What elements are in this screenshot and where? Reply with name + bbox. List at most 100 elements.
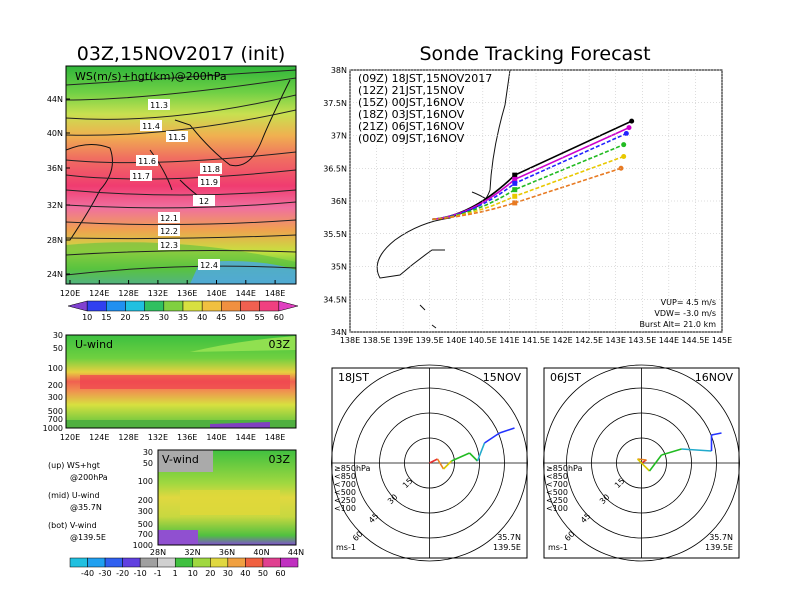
hodo-ring [543,364,740,562]
contour-label: 12.2 [160,227,178,236]
hodo-segment [484,432,500,444]
hodo-unit: ms-1 [548,543,568,552]
hodo-legend-entry: <250 [546,496,568,505]
v-p-tick: 700 [138,530,153,539]
note-line: (bot) V-wind [48,521,97,530]
contour-label: 12.1 [160,214,178,223]
contour-label: 11.6 [138,157,156,166]
note-line: @35.7N [70,503,102,512]
colorbar-tick: 25 [140,313,150,322]
left-title: 03Z,15NOV2017 (init) [77,43,286,65]
track-y-tick: 36N [331,197,347,206]
track-legend-entry: (09Z) 18JST,15NOV2017 [358,72,492,85]
v-lat-tick: 36N [219,548,235,557]
map1-lon-tick: 120E [60,289,80,298]
contour-label: 11.4 [142,122,160,131]
u-p-tick: 200 [48,381,63,390]
hodo-segment [711,432,722,436]
contour-label: 11.5 [168,133,186,142]
v-lat-tick: 28N [150,548,166,557]
contour-label: 11.3 [150,101,168,110]
map1-lon-tick: 140E [206,289,226,298]
u-p-tick: 100 [48,364,63,373]
hodo-legend-entry: <100 [334,504,356,513]
u-lon-tick: 120E [60,433,80,442]
hodo-segment [637,458,647,461]
map1-lon-tick: 144E [236,289,256,298]
track-x-tick: 141.5E [522,336,550,345]
map1-lon-tick: 136E [177,289,197,298]
hodo-lon: 139.5E [705,543,733,552]
hodo-segment [436,458,445,470]
track-burst-4 [512,193,518,199]
track-x-tick: 140E [446,336,466,345]
colorbar-tick: 35 [178,313,188,322]
u-p-tick: 700 [48,415,63,424]
wind-colorbar: -40 -30 -20 -10 -1 1 10 20 30 40 50 60 [69,557,299,578]
map1-label: WS(m/s)+hgt(km)@200hPa [75,70,227,83]
hodo-segment [451,452,470,462]
u-wind-label: U-wind [75,338,113,351]
track-y-tick: 36.5N [323,164,347,173]
map1-lat-tick: 32N [47,201,63,210]
colorbar-tick: 40 [197,313,207,322]
u-p-tick: 500 [48,407,63,416]
hodo-legend-entry: <100 [546,504,568,513]
hodo-jst: 18JST [338,371,369,384]
track-x-tick: 142.5E [575,336,603,345]
track-y-tick: 37N [331,132,347,141]
hodo-legend-entry: <500 [334,488,356,497]
track-burst-0 [512,172,518,178]
track-legend-entry: (18Z) 03JST,16NOV [358,108,465,121]
track-burst-3 [512,187,518,193]
hodo-lat: 35.7N [709,533,733,542]
colorbar2-tick: -30 [99,569,112,578]
track-x-tick: 138E [340,336,360,345]
u-lon-tick: 148E [265,433,285,442]
colorbar2-tick: 10 [188,569,198,578]
note-line: (mid) U-wind [48,491,100,500]
track-end-2 [623,131,629,137]
hodo-segment [636,458,651,472]
u-p-tick: 50 [53,344,63,353]
contour-label: 11.7 [132,172,150,181]
hodo-segment [468,452,479,462]
hodo-lon: 139.5E [493,543,521,552]
hodo-segment [499,427,515,434]
v-p-tick: 300 [138,507,153,516]
hodo-segment [429,458,438,464]
ws-hgt-map: WS(m/s)+hgt(km)@200hPa 11.3 11.4 11.5 11.6 1… [47,65,297,298]
map1-lon-tick: 128E [118,289,138,298]
hodo-segment [476,442,486,462]
track-x-tick: 143.5E [628,336,656,345]
track-line-5 [432,167,622,221]
colorbar2-tick: -1 [154,569,162,578]
colorbar2-tick: 30 [223,569,233,578]
note-line: (up) WS+hgt [48,461,100,470]
u-p-tick: 1000 [43,424,63,433]
v-wind-label: V-wind [162,453,199,466]
map1-lon-tick: 132E [148,289,168,298]
colorbar-tick: 45 [216,313,226,322]
hodo-legend-entry: <500 [546,488,568,497]
v-p-tick: 100 [138,477,153,486]
track-y-tick: 34N [331,328,347,337]
v-p-tick: 50 [143,459,153,468]
map1-lat-tick: 28N [47,236,63,245]
track-param: VUP= 4.5 m/s [661,298,716,307]
colorbar2-tick: 40 [240,569,250,578]
colorbar-tick: 20 [120,313,130,322]
track-param: VDW= -3.0 m/s [654,309,716,318]
contour-label: 11.9 [200,178,218,187]
u-p-tick: 300 [48,393,63,402]
track-legend-entry: (12Z) 21JST,15NOV [358,84,465,97]
colorbar2-tick: -10 [134,569,147,578]
track-x-tick: 139E [393,336,413,345]
u-lon-tick: 136E [177,433,197,442]
map1-lat-tick: 24N [47,270,63,279]
colorbar2-tick: 50 [258,569,268,578]
